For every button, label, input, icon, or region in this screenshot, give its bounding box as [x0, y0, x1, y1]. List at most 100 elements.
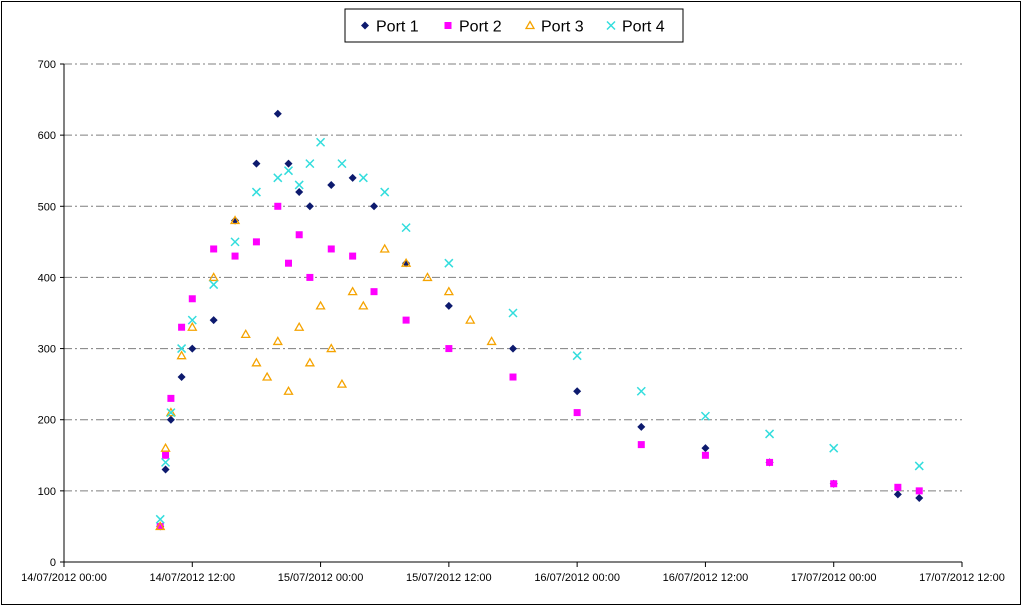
data-point	[177, 344, 187, 354]
series-2	[155, 215, 497, 531]
data-point	[893, 490, 902, 499]
x-tick-label: 14/07/2012 00:00	[21, 572, 107, 584]
data-point	[166, 408, 176, 418]
data-point	[443, 286, 454, 296]
data-point	[305, 159, 315, 169]
data-point	[637, 441, 645, 449]
data-point	[358, 173, 368, 183]
x-tick-label: 14/07/2012 12:00	[149, 572, 235, 584]
data-point	[370, 288, 378, 296]
data-point	[370, 202, 379, 211]
data-point	[765, 429, 775, 439]
data-point	[327, 180, 336, 189]
data-point	[209, 280, 219, 290]
data-point	[349, 252, 357, 260]
data-point	[327, 245, 335, 253]
data-point	[230, 237, 240, 247]
data-point	[284, 159, 293, 168]
legend-entry: Port 3	[541, 19, 584, 36]
data-point	[509, 344, 517, 353]
x-tick-label: 16/07/2012 00:00	[534, 572, 620, 584]
data-point	[445, 345, 453, 353]
data-point	[700, 411, 710, 421]
legend-marker	[444, 22, 452, 29]
legend-marker	[606, 20, 616, 31]
data-point	[465, 314, 476, 324]
data-point	[160, 442, 171, 452]
data-point	[295, 231, 303, 239]
data-point	[829, 443, 839, 453]
legend-entry: Port 1	[376, 19, 419, 36]
y-tick-label: 500	[38, 201, 56, 213]
data-point	[305, 202, 314, 211]
x-tick-label: 17/07/2012 00:00	[791, 572, 877, 584]
data-point	[316, 137, 326, 147]
x-tick-label: 16/07/2012 12:00	[663, 572, 749, 584]
data-point	[272, 336, 283, 346]
data-point	[358, 300, 369, 310]
data-point	[573, 387, 582, 396]
data-point	[294, 180, 304, 190]
axes	[60, 63, 963, 567]
data-point	[402, 316, 410, 324]
data-point	[210, 245, 218, 253]
legend: Port 1 Port 2 Port 3 Port 4	[344, 8, 684, 43]
data-point	[701, 444, 710, 453]
data-point	[766, 458, 774, 466]
data-point	[636, 386, 646, 396]
data-point	[161, 457, 171, 467]
data-point	[326, 343, 337, 353]
data-point	[166, 415, 175, 424]
y-tick-label: 700	[38, 59, 56, 71]
gridlines	[64, 63, 962, 492]
data-point	[486, 336, 497, 346]
data-point	[231, 216, 240, 225]
series-0	[156, 109, 924, 531]
data-point	[177, 373, 186, 382]
data-point	[165, 407, 177, 417]
data-point	[294, 321, 305, 331]
data-point	[231, 252, 239, 260]
data-points	[155, 109, 924, 531]
data-point	[337, 159, 347, 169]
data-point	[306, 273, 314, 281]
data-point	[914, 461, 924, 471]
data-point	[295, 188, 304, 197]
data-point	[915, 487, 923, 495]
data-point	[572, 351, 582, 361]
data-point	[402, 259, 411, 268]
data-point	[315, 300, 326, 310]
data-point	[285, 259, 292, 267]
data-point	[347, 286, 358, 296]
data-point	[240, 329, 251, 338]
data-point	[283, 166, 294, 176]
data-point	[283, 385, 294, 395]
data-point	[830, 480, 838, 488]
y-tick-label: 300	[38, 344, 56, 356]
data-point	[251, 357, 262, 367]
data-point	[894, 483, 902, 491]
data-point	[251, 187, 261, 197]
data-point	[509, 373, 517, 381]
data-point	[229, 215, 241, 225]
data-point	[304, 357, 316, 367]
data-point	[508, 308, 518, 318]
data-point	[701, 451, 709, 459]
y-tick-labels: 0 100 200 300 400 500 600 700	[38, 59, 56, 569]
data-point	[915, 493, 924, 502]
data-point	[188, 295, 196, 303]
data-point	[187, 315, 197, 325]
data-point	[637, 422, 646, 431]
data-point	[400, 257, 412, 267]
data-point	[209, 316, 218, 325]
data-point	[178, 323, 186, 331]
y-tick-label: 0	[50, 557, 56, 569]
data-point	[252, 238, 260, 246]
data-point	[187, 321, 198, 331]
data-point	[573, 409, 581, 417]
data-point	[274, 202, 282, 210]
series-3	[155, 137, 924, 524]
data-point	[348, 173, 357, 182]
data-point	[336, 378, 348, 388]
